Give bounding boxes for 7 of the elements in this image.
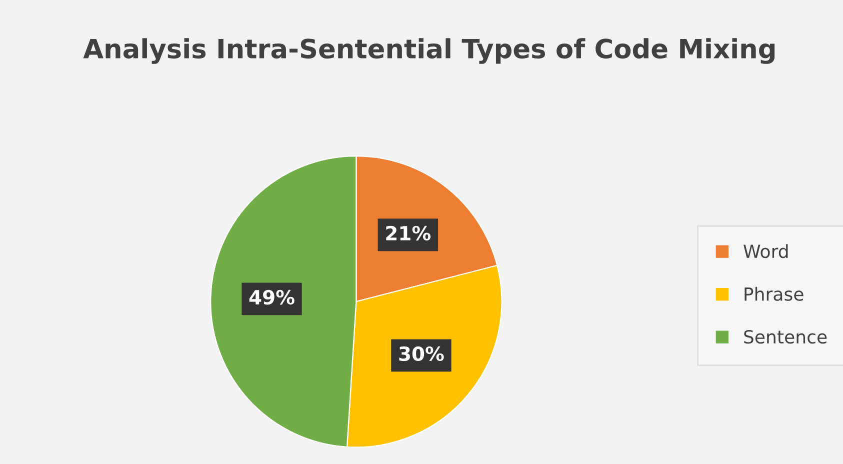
chart-title: Analysis Intra-Sentential Types of Code Mixing (83, 38, 775, 64)
data-label: 49% (249, 290, 294, 305)
data-label: 30% (399, 346, 444, 362)
legend-label: Sentence (744, 330, 827, 344)
data-label: 21% (386, 226, 431, 241)
legend-label: Phrase (744, 286, 804, 301)
legend-label: Word (744, 244, 788, 258)
